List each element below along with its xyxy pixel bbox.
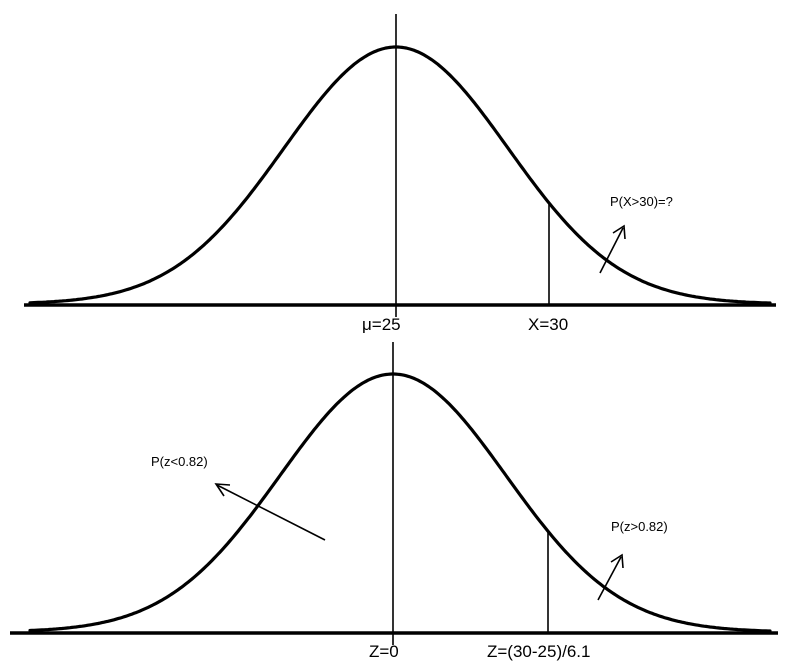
top-panel: μ=25 X=30 P(X>30)=?	[24, 14, 776, 334]
bottom-right-arrow-icon	[597, 553, 624, 601]
top-mean-label: μ=25	[362, 315, 401, 334]
bottom-panel: Z=0 Z=(30-25)/6.1 P(z<0.82) P(z>0.82)	[10, 342, 778, 661]
top-right-arrow-icon	[599, 224, 626, 274]
bottom-mean-label: Z=0	[369, 642, 399, 661]
bottom-left-arrow-icon	[214, 483, 326, 541]
bottom-right-annotation: P(z>0.82)	[611, 519, 668, 534]
top-x-label: X=30	[528, 315, 568, 334]
bottom-z-label: Z=(30-25)/6.1	[487, 642, 590, 661]
top-annotation: P(X>30)=?	[610, 194, 673, 209]
top-bell-curve	[28, 45, 772, 305]
bottom-left-annotation: P(z<0.82)	[151, 454, 208, 469]
bottom-bell-curve	[28, 372, 772, 633]
